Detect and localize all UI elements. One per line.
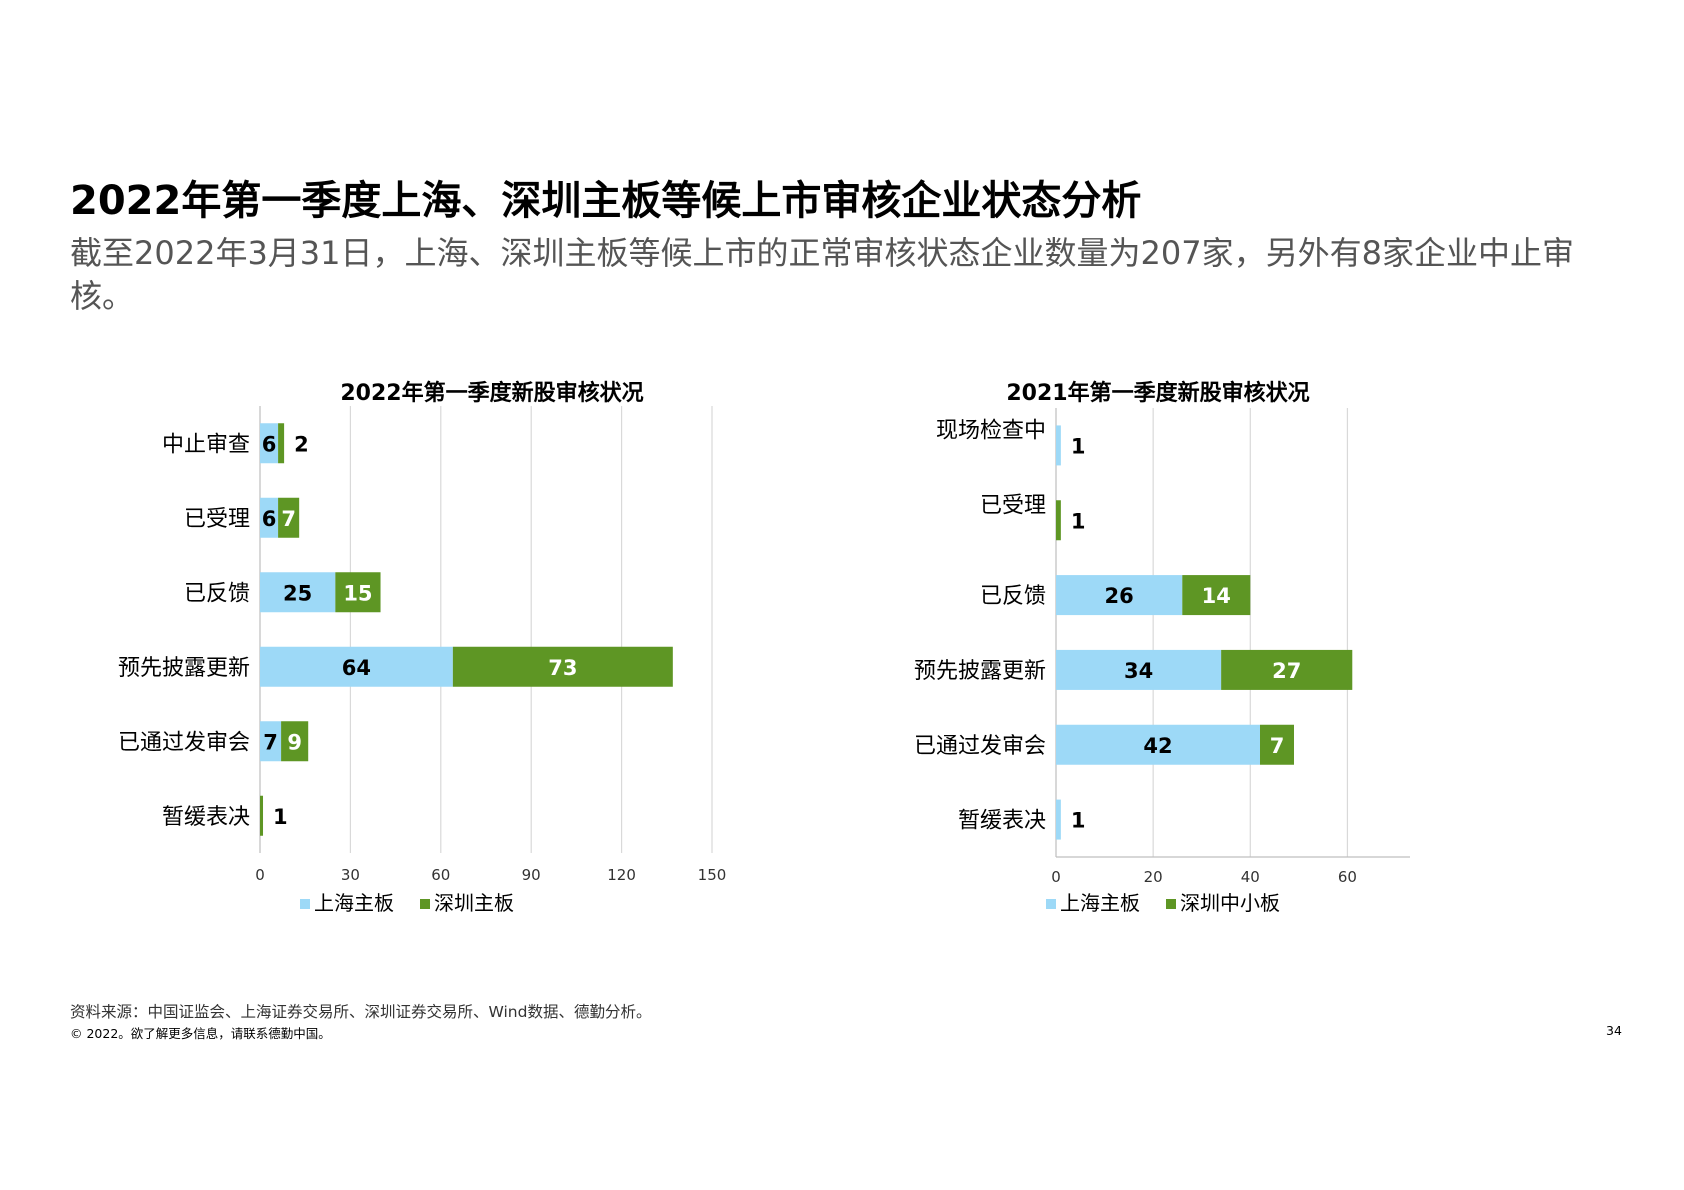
data-label: 73 <box>548 656 577 680</box>
data-label: 1 <box>273 805 288 829</box>
category-label: 已通过发审会 <box>914 734 1046 759</box>
page-subtitle: 截至2022年3月31日，上海、深圳主板等候上市的正常审核状态企业数量为207家… <box>70 234 1574 315</box>
page-number: 34 <box>1606 1023 1622 1038</box>
chart-title: 2021年第一季度新股审核状况 <box>1006 380 1309 406</box>
chart-title: 2022年第一季度新股审核状况 <box>340 380 643 406</box>
bar-segment <box>1182 575 1251 616</box>
bar-segment <box>260 795 264 836</box>
bar-segment <box>1221 649 1353 690</box>
legend-swatch <box>420 899 430 909</box>
data-label: 7 <box>1270 734 1285 758</box>
x-tick-label: 30 <box>341 866 360 884</box>
legend-swatch <box>1166 899 1176 909</box>
bar-segment <box>260 423 279 464</box>
legend-label: 深圳主板 <box>434 891 514 915</box>
bar-segment <box>1056 724 1260 765</box>
data-label: 15 <box>343 581 372 605</box>
data-label: 42 <box>1143 734 1172 758</box>
x-tick-label: 90 <box>522 866 541 884</box>
source-note: 资料来源：中国证监会、上海证券交易所、深圳证券交易所、Wind数据、德勤分析。 <box>70 1003 652 1021</box>
category-label: 现场检查中 <box>936 418 1046 443</box>
data-label: 14 <box>1202 584 1231 608</box>
legend-swatch <box>300 899 310 909</box>
bar-segment <box>260 497 279 538</box>
data-label: 64 <box>342 656 371 680</box>
bar-segment <box>452 646 673 687</box>
data-label: 1 <box>1071 434 1086 458</box>
bar-segment <box>260 646 453 687</box>
category-label: 已受理 <box>980 493 1046 518</box>
bar-segment <box>278 423 285 464</box>
data-label: 1 <box>1071 509 1086 533</box>
bar-segment <box>1260 724 1294 765</box>
data-label: 1 <box>1071 809 1086 833</box>
x-tick-label: 40 <box>1241 868 1260 886</box>
category-label: 已反馈 <box>184 581 250 606</box>
x-tick-label: 20 <box>1144 868 1163 886</box>
category-label: 已通过发审会 <box>118 730 250 755</box>
data-label: 26 <box>1105 584 1134 608</box>
category-label: 已反馈 <box>980 584 1046 609</box>
category-label: 预先披露更新 <box>118 656 250 681</box>
legend-label: 上海主板 <box>1060 891 1140 915</box>
x-tick-label: 150 <box>698 866 727 884</box>
copyright-note: © 2022。欲了解更多信息，请联系德勤中国。 <box>70 1026 331 1041</box>
data-label: 2 <box>294 432 309 456</box>
bar-segment <box>1056 425 1061 466</box>
category-label: 暂缓表决 <box>162 805 250 830</box>
bar-segment <box>260 572 336 613</box>
data-label: 34 <box>1124 659 1153 683</box>
data-label: 25 <box>283 581 312 605</box>
legend-swatch <box>1046 899 1056 909</box>
bar-segment <box>1056 575 1183 616</box>
bar-segment <box>260 721 282 762</box>
data-label: 7 <box>281 507 296 531</box>
bar-segment <box>1056 500 1061 541</box>
legend-label: 上海主板 <box>314 891 394 915</box>
bar-segment <box>335 572 381 613</box>
data-label: 9 <box>287 730 302 754</box>
bar-segment <box>278 497 300 538</box>
x-tick-label: 120 <box>607 866 636 884</box>
x-tick-label: 0 <box>1051 868 1061 886</box>
chart-2021-q1: 2021年第一季度新股审核状况 0 20 40 60 现场检查中 1 已受理 1 已反馈 26 14 预… <box>914 380 1410 915</box>
category-label: 已受理 <box>184 507 250 532</box>
data-label: 27 <box>1272 659 1301 683</box>
page-title: 2022年第一季度上海、深圳主板等候上市审核企业状态分析 <box>70 178 1142 224</box>
x-tick-label: 0 <box>255 866 265 884</box>
bar-segment <box>281 721 309 762</box>
category-label: 预先披露更新 <box>914 659 1046 684</box>
legend-label: 深圳中小板 <box>1180 891 1280 915</box>
data-label: 6 <box>262 432 277 456</box>
data-label: 7 <box>263 730 278 754</box>
bar-segment <box>1056 649 1222 690</box>
x-tick-label: 60 <box>1338 868 1357 886</box>
x-tick-label: 60 <box>431 866 450 884</box>
data-label: 6 <box>262 507 277 531</box>
category-label: 暂缓表决 <box>958 809 1046 834</box>
category-label: 中止审查 <box>162 432 250 457</box>
bar-segment <box>1056 799 1061 840</box>
